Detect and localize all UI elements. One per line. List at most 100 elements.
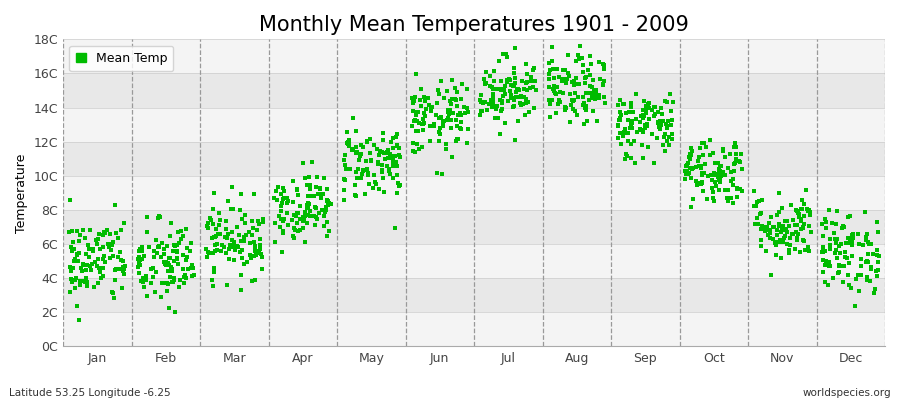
Point <box>217 244 231 250</box>
Point <box>713 162 727 169</box>
Point <box>166 258 181 264</box>
Point <box>597 62 611 68</box>
Point <box>317 212 331 219</box>
Point <box>267 220 282 226</box>
Point <box>841 272 855 278</box>
Point <box>801 208 815 214</box>
Point <box>312 191 327 198</box>
Point <box>725 176 740 182</box>
Point <box>345 147 359 154</box>
Point <box>854 263 868 270</box>
Point <box>412 146 427 152</box>
Point <box>499 82 513 89</box>
Point <box>151 243 166 250</box>
Point <box>69 228 84 234</box>
Point <box>389 159 403 166</box>
Point <box>870 247 885 254</box>
Point <box>614 140 628 147</box>
Point <box>348 169 363 175</box>
Point <box>348 182 363 188</box>
Point <box>721 186 735 193</box>
Point <box>802 207 816 213</box>
Point <box>354 175 368 181</box>
Point <box>492 96 507 103</box>
Point <box>154 254 168 260</box>
Point <box>66 265 80 272</box>
Point <box>730 185 744 192</box>
Point <box>718 187 733 193</box>
Point <box>162 305 176 311</box>
Point <box>461 126 475 132</box>
Point <box>782 222 796 229</box>
Point <box>144 266 158 272</box>
Point <box>781 247 796 254</box>
Point <box>543 101 557 107</box>
Point <box>375 169 390 175</box>
Point <box>222 256 237 262</box>
Point <box>337 197 351 204</box>
Point <box>637 98 652 104</box>
Point <box>512 100 526 106</box>
Point <box>796 225 810 231</box>
Point <box>651 119 665 126</box>
Point <box>238 231 253 238</box>
Point <box>524 78 538 85</box>
Point <box>625 119 639 125</box>
Point <box>340 139 355 146</box>
Point <box>219 250 233 256</box>
Point <box>634 127 648 133</box>
Point <box>106 238 121 245</box>
Point <box>713 179 727 185</box>
Point <box>790 231 805 237</box>
Point <box>641 101 655 108</box>
Point <box>290 186 304 192</box>
Point <box>689 181 704 188</box>
Point <box>74 264 88 271</box>
Point <box>443 98 457 105</box>
Point <box>101 241 115 247</box>
Point <box>76 261 90 267</box>
Point <box>339 128 354 135</box>
Point <box>587 91 601 98</box>
Point <box>554 77 569 84</box>
Point <box>115 258 130 264</box>
Point <box>508 80 522 86</box>
Point <box>286 232 301 239</box>
Point <box>105 253 120 259</box>
Point <box>727 168 742 174</box>
Point <box>624 100 638 106</box>
Point <box>644 107 659 114</box>
Point <box>160 281 175 288</box>
Point <box>494 107 508 114</box>
Point <box>234 216 248 222</box>
Point <box>295 214 310 220</box>
Point <box>117 220 131 226</box>
Point <box>79 250 94 257</box>
Point <box>750 199 764 205</box>
Point <box>816 249 831 256</box>
Point <box>419 106 434 112</box>
Point <box>248 277 263 283</box>
Point <box>629 128 643 135</box>
Point <box>612 117 626 123</box>
Point <box>139 277 153 284</box>
Point <box>337 187 351 193</box>
Point <box>836 279 850 286</box>
Point <box>633 126 647 132</box>
Point <box>436 120 450 126</box>
Point <box>796 213 811 220</box>
Point <box>845 235 859 241</box>
Point <box>337 157 351 164</box>
Point <box>76 227 91 233</box>
Point <box>660 122 674 129</box>
Point <box>179 256 194 263</box>
Point <box>290 210 304 216</box>
Point <box>307 193 321 200</box>
Point <box>385 175 400 181</box>
Point <box>549 110 563 116</box>
Point <box>451 136 465 142</box>
Point <box>380 162 394 169</box>
Point <box>256 216 270 222</box>
Point <box>613 109 627 116</box>
Point <box>613 116 627 123</box>
